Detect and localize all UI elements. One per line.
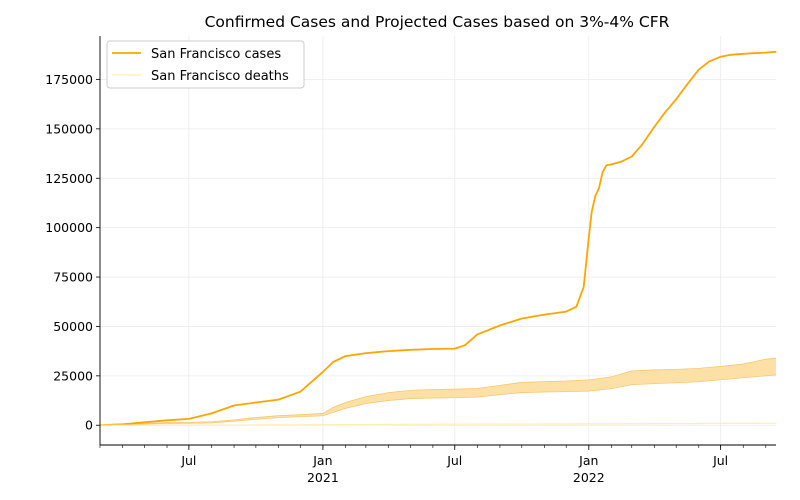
grid-lines bbox=[100, 36, 776, 445]
data-point-cases bbox=[602, 171, 604, 173]
y-tick-label: 0 bbox=[85, 418, 93, 433]
data-point-cases bbox=[277, 399, 280, 401]
data-point-cases bbox=[653, 126, 655, 128]
projection-band-layer bbox=[99, 357, 777, 426]
data-point-cases bbox=[742, 53, 744, 55]
y-tick-label: 125000 bbox=[45, 171, 93, 186]
data-point-deaths bbox=[166, 424, 168, 426]
data-point-cases bbox=[565, 311, 567, 313]
data-point-cases bbox=[663, 112, 666, 114]
data-point-cases bbox=[255, 401, 257, 404]
data-point-cases bbox=[685, 84, 688, 86]
data-point-cases bbox=[543, 314, 546, 316]
data-point-cases bbox=[521, 317, 523, 320]
y-tick-label: 75000 bbox=[53, 270, 93, 285]
x-tick-label: Jul bbox=[446, 453, 462, 468]
y-tick-label: 25000 bbox=[53, 368, 93, 383]
data-point-cases bbox=[188, 418, 190, 420]
data-point-cases bbox=[122, 423, 124, 425]
data-point-deaths bbox=[588, 423, 590, 425]
data-point-cases bbox=[432, 348, 434, 350]
data-point-cases bbox=[752, 52, 755, 54]
data-point-cases bbox=[775, 51, 777, 53]
data-point-cases bbox=[730, 54, 732, 56]
data-point-cases bbox=[765, 52, 767, 54]
data-point-cases bbox=[464, 344, 466, 346]
data-point-cases bbox=[594, 195, 596, 197]
projection-band-upper-edge bbox=[99, 357, 777, 426]
data-point-cases bbox=[575, 306, 578, 308]
x-tick-label: Jul bbox=[712, 453, 728, 468]
data-point-cases bbox=[365, 352, 367, 354]
data-point-cases bbox=[299, 391, 301, 393]
data-point-cases bbox=[499, 324, 501, 327]
data-point-cases bbox=[309, 382, 312, 384]
data-point-deaths bbox=[775, 422, 777, 424]
y-tick-label: 175000 bbox=[45, 72, 93, 87]
data-point-cases bbox=[166, 419, 168, 421]
series-layer bbox=[99, 50, 777, 427]
data-point-cases bbox=[322, 371, 324, 373]
data-point-cases bbox=[476, 333, 478, 335]
x-tick-year-label: 2022 bbox=[573, 470, 605, 485]
x-tick-label: Jan bbox=[578, 453, 598, 468]
y-tick-label: 50000 bbox=[53, 319, 93, 334]
data-point-cases bbox=[720, 56, 722, 58]
data-point-cases bbox=[605, 164, 607, 166]
data-point-deaths bbox=[698, 422, 700, 425]
series-line-deaths bbox=[100, 422, 777, 426]
data-point-cases bbox=[344, 355, 347, 357]
data-point-cases bbox=[621, 160, 623, 163]
x-ticks: Jul Jan 2021 Jul Jan 2022 Jul bbox=[99, 445, 767, 485]
x-tick-label: Jul bbox=[180, 453, 196, 468]
data-point-cases bbox=[610, 163, 613, 165]
y-tick-label: 100000 bbox=[45, 220, 93, 235]
legend: San Francisco cases San Francisco deaths bbox=[106, 40, 305, 89]
data-point-cases bbox=[675, 98, 677, 100]
data-point-cases bbox=[698, 69, 700, 71]
y-tick-label: 150000 bbox=[45, 121, 93, 136]
axes-layer bbox=[99, 36, 776, 446]
data-point-cases bbox=[332, 361, 334, 363]
data-point-cases bbox=[641, 144, 643, 146]
legend-frame bbox=[106, 40, 305, 89]
data-point-cases bbox=[588, 236, 590, 239]
data-point-cases bbox=[591, 211, 593, 213]
projection-band-lower-edge bbox=[99, 374, 777, 426]
data-point-cases bbox=[143, 421, 145, 423]
data-point-cases bbox=[598, 187, 600, 189]
data-point-cases bbox=[583, 286, 585, 288]
data-point-cases bbox=[233, 404, 235, 407]
legend-label-cases: San Francisco cases bbox=[151, 47, 281, 62]
data-point-cases bbox=[409, 349, 411, 351]
data-point-cases bbox=[631, 155, 633, 158]
y-ticks: 0 25000 50000 75000 100000 125000 150000 175000 bbox=[45, 72, 100, 433]
projection-band bbox=[100, 358, 776, 426]
data-point-cases bbox=[454, 348, 456, 350]
data-point-cases bbox=[387, 350, 390, 352]
data-point-deaths bbox=[233, 424, 235, 426]
x-tick-year-label: 2021 bbox=[307, 470, 339, 485]
data-point-cases bbox=[210, 412, 213, 414]
x-tick-label: Jan bbox=[312, 453, 332, 468]
data-point-cases bbox=[708, 61, 710, 63]
data-point-deaths bbox=[432, 423, 434, 425]
data-point-deaths bbox=[322, 424, 324, 426]
chart-title: Confirmed Cases and Projected Cases base… bbox=[205, 13, 670, 31]
legend-label-deaths: San Francisco deaths bbox=[151, 69, 289, 84]
